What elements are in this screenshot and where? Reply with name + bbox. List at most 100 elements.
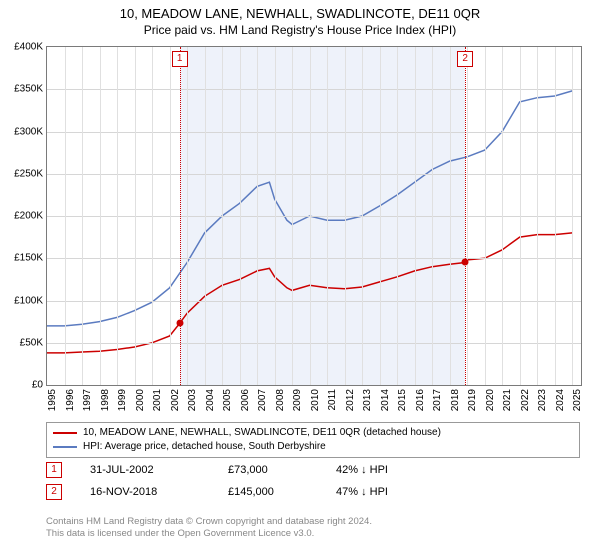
gridline-v <box>117 47 118 385</box>
gridline-v <box>397 47 398 385</box>
legend-swatch <box>53 432 77 434</box>
gridline-v <box>450 47 451 385</box>
x-tick-label: 2002 <box>170 389 181 411</box>
footer-attribution: Contains HM Land Registry data © Crown c… <box>46 516 580 541</box>
sale-row: 216-NOV-2018£145,00047% ↓ HPI <box>46 484 580 500</box>
x-tick-label: 2014 <box>380 389 391 411</box>
gridline-v <box>537 47 538 385</box>
legend-row: 10, MEADOW LANE, NEWHALL, SWADLINCOTE, D… <box>53 426 573 440</box>
gridline-v <box>240 47 241 385</box>
x-tick-label: 2018 <box>450 389 461 411</box>
gridline-v <box>502 47 503 385</box>
x-tick-label: 2019 <box>467 389 478 411</box>
y-tick-label: £200K <box>14 211 43 222</box>
x-tick-label: 2011 <box>327 389 338 411</box>
gridline-v <box>572 47 573 385</box>
sale-marker-box: 2 <box>457 51 473 67</box>
gridline-v <box>257 47 258 385</box>
sale-marker-line <box>180 47 181 385</box>
gridline-h <box>47 132 581 133</box>
legend-swatch <box>53 446 77 448</box>
x-tick-label: 1997 <box>82 389 93 411</box>
sale-row-marker: 2 <box>46 484 62 500</box>
x-tick-label: 2016 <box>415 389 426 411</box>
legend-label: HPI: Average price, detached house, Sout… <box>83 440 326 454</box>
sale-row-price: £73,000 <box>228 464 308 476</box>
x-tick-label: 2013 <box>362 389 373 411</box>
gridline-v <box>380 47 381 385</box>
x-tick-label: 1998 <box>100 389 111 411</box>
gridline-v <box>275 47 276 385</box>
gridline-v <box>520 47 521 385</box>
gridline-v <box>310 47 311 385</box>
x-tick-label: 2012 <box>345 389 356 411</box>
gridline-v <box>415 47 416 385</box>
gridline-h <box>47 343 581 344</box>
plot-area: £0£50K£100K£150K£200K£250K£300K£350K£400… <box>46 46 582 386</box>
gridline-v <box>170 47 171 385</box>
x-tick-label: 1996 <box>65 389 76 411</box>
x-tick-label: 1999 <box>117 389 128 411</box>
gridline-v <box>362 47 363 385</box>
legend-label: 10, MEADOW LANE, NEWHALL, SWADLINCOTE, D… <box>83 426 441 440</box>
gridline-v <box>327 47 328 385</box>
y-tick-label: £50K <box>20 337 43 348</box>
sale-dot <box>462 259 469 266</box>
footer-line-1: Contains HM Land Registry data © Crown c… <box>46 516 580 528</box>
x-tick-label: 2024 <box>555 389 566 411</box>
sale-row-date: 31-JUL-2002 <box>90 464 200 476</box>
y-tick-label: £350K <box>14 84 43 95</box>
y-tick-label: £400K <box>14 42 43 53</box>
gridline-v <box>345 47 346 385</box>
gridline-v <box>152 47 153 385</box>
sale-row-date: 16-NOV-2018 <box>90 486 200 498</box>
gridline-v <box>555 47 556 385</box>
sale-row: 1 31-JUL-2002 £73,000 42% ↓ HPI <box>46 462 580 478</box>
x-tick-label: 2007 <box>257 389 268 411</box>
y-tick-label: £0 <box>32 380 43 391</box>
y-tick-label: £300K <box>14 126 43 137</box>
y-tick-label: £100K <box>14 295 43 306</box>
gridline-v <box>205 47 206 385</box>
x-tick-label: 2008 <box>275 389 286 411</box>
footer-line-2: This data is licensed under the Open Gov… <box>46 528 580 540</box>
y-tick-label: £150K <box>14 253 43 264</box>
x-tick-label: 2009 <box>292 389 303 411</box>
gridline-v <box>222 47 223 385</box>
gridline-v <box>100 47 101 385</box>
sales-table: 1 31-JUL-2002 £73,000 42% ↓ HPI 2 16-NOV-2018… <box>46 462 580 506</box>
sale-row-pct: 47% ↓ HPI <box>336 486 446 498</box>
x-tick-label: 2005 <box>222 389 233 411</box>
gridline-v <box>292 47 293 385</box>
x-tick-label: 2022 <box>520 389 531 411</box>
gridline-v <box>485 47 486 385</box>
x-tick-label: 2015 <box>397 389 408 411</box>
x-tick-label: 2023 <box>537 389 548 411</box>
sale-dot <box>176 320 183 327</box>
gridline-h <box>47 216 581 217</box>
sale-marker-line <box>465 47 466 385</box>
gridline-h <box>47 174 581 175</box>
legend-row: HPI: Average price, detached house, Sout… <box>53 440 573 454</box>
chart-title: 10, MEADOW LANE, NEWHALL, SWADLINCOTE, D… <box>0 6 600 21</box>
x-tick-label: 2004 <box>205 389 216 411</box>
sale-row-pct: 42% ↓ HPI <box>336 464 446 476</box>
title-block: 10, MEADOW LANE, NEWHALL, SWADLINCOTE, D… <box>0 0 600 37</box>
x-tick-label: 2000 <box>135 389 146 411</box>
x-tick-label: 2025 <box>572 389 583 411</box>
gridline-h <box>47 301 581 302</box>
gridline-h <box>47 258 581 259</box>
chart-container: 10, MEADOW LANE, NEWHALL, SWADLINCOTE, D… <box>0 0 600 560</box>
x-tick-label: 2021 <box>502 389 513 411</box>
gridline-v <box>467 47 468 385</box>
x-tick-label: 2003 <box>187 389 198 411</box>
gridline-v <box>82 47 83 385</box>
x-tick-label: 2017 <box>432 389 443 411</box>
gridline-v <box>135 47 136 385</box>
legend: 10, MEADOW LANE, NEWHALL, SWADLINCOTE, D… <box>46 422 580 458</box>
x-tick-label: 1995 <box>47 389 58 411</box>
chart-subtitle: Price paid vs. HM Land Registry's House … <box>0 23 600 37</box>
gridline-v <box>187 47 188 385</box>
gridline-v <box>65 47 66 385</box>
sale-row-marker: 1 <box>46 462 62 478</box>
